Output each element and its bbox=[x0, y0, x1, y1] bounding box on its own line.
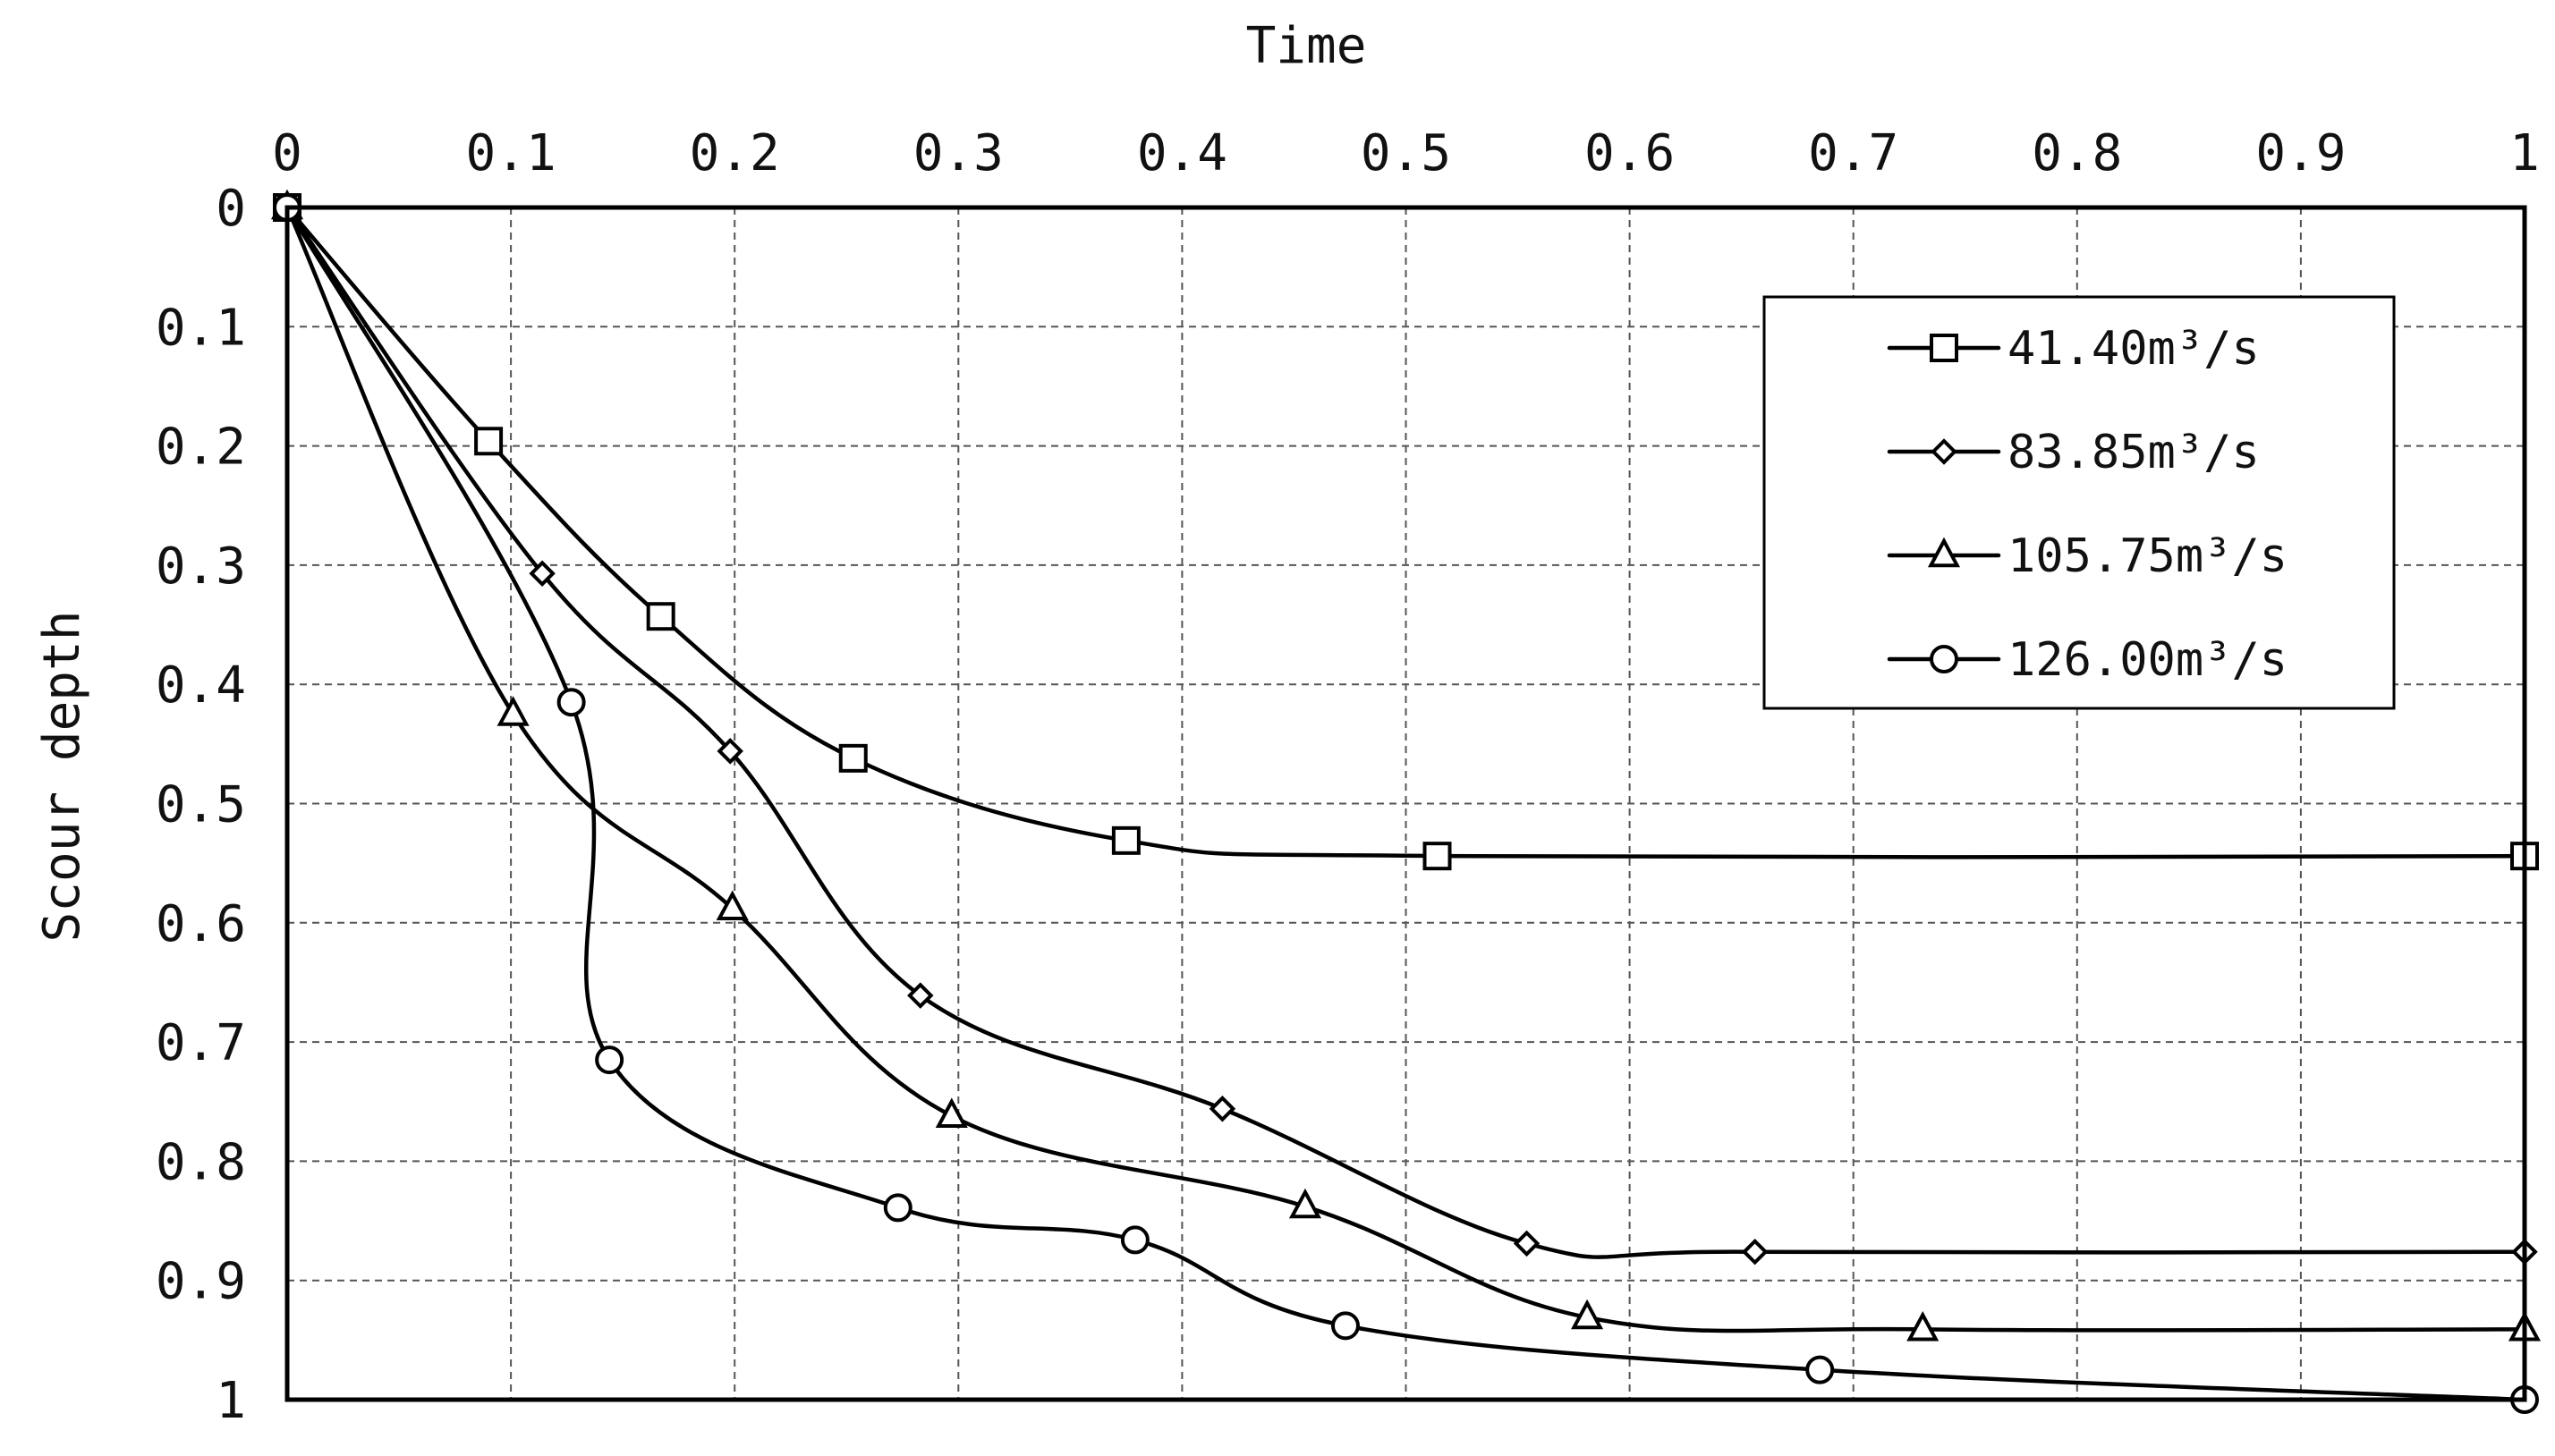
legend-marker-triangle bbox=[1927, 537, 1961, 568]
y-tick-label: 0.8 bbox=[156, 1133, 246, 1191]
y-tick-label: 0.7 bbox=[156, 1014, 246, 1072]
legend-label: 41.40m³/s bbox=[2008, 322, 2260, 376]
data-point-diamond bbox=[717, 738, 743, 765]
data-point-triangle bbox=[1288, 1188, 1322, 1219]
legend-item: 126.00m³/s bbox=[1887, 633, 2288, 687]
data-point-square bbox=[474, 427, 504, 456]
legend: 41.40m³/s 83.85m³/s 105.75m³/s 126.00m³/s bbox=[1762, 295, 2396, 710]
y-tick-labels: 0 0.1 0.2 0.3 0.4 0.5 0.6 0.7 0.8 0.9 1 bbox=[156, 180, 246, 1430]
data-point-diamond bbox=[529, 560, 556, 587]
data-point-circle bbox=[1805, 1355, 1835, 1384]
data-point-triangle bbox=[935, 1097, 968, 1128]
y-axis-title: Scour depth bbox=[33, 611, 91, 943]
data-point-circle bbox=[1330, 1311, 1360, 1341]
x-tick-label: 0.7 bbox=[1808, 124, 1898, 182]
x-tick-label: 0.3 bbox=[913, 124, 1004, 182]
legend-marker-circle bbox=[1930, 645, 1958, 673]
data-point-triangle bbox=[1571, 1299, 1604, 1330]
data-point-circle bbox=[883, 1193, 912, 1223]
legend-marker-diamond bbox=[1931, 438, 1957, 465]
legend-item: 41.40m³/s bbox=[1887, 322, 2260, 376]
data-point-circle bbox=[595, 1045, 624, 1075]
data-point-diamond bbox=[1513, 1230, 1541, 1257]
legend-item: 105.75m³/s bbox=[1887, 529, 2288, 583]
data-point-circle bbox=[556, 688, 586, 717]
data-point-circle bbox=[1120, 1225, 1150, 1255]
data-point-diamond bbox=[907, 982, 934, 1009]
y-tick-label: 0.5 bbox=[156, 776, 246, 834]
data-point-triangle bbox=[497, 696, 530, 726]
legend-label: 105.75m³/s bbox=[2008, 529, 2288, 583]
x-tick-label: 0.8 bbox=[2032, 124, 2122, 182]
x-tick-label: 0.6 bbox=[1584, 124, 1675, 182]
x-tick-label: 0 bbox=[272, 124, 302, 182]
y-tick-label: 1 bbox=[216, 1372, 246, 1430]
x-tick-labels: 0 0.1 0.2 0.3 0.4 0.5 0.6 0.7 0.8 0.9 1 bbox=[272, 124, 2540, 182]
y-tick-label: 0 bbox=[216, 180, 246, 238]
y-tick-label: 0.6 bbox=[156, 895, 246, 953]
y-tick-label: 0.9 bbox=[156, 1253, 246, 1311]
series-line-2 bbox=[284, 205, 2527, 1259]
data-point-diamond bbox=[1209, 1096, 1236, 1122]
legend-item: 83.85m³/s bbox=[1887, 426, 2260, 479]
data-point-square bbox=[1111, 825, 1141, 855]
legend-label: 126.00m³/s bbox=[2008, 633, 2288, 687]
grid bbox=[287, 207, 2525, 1400]
legend-box bbox=[1762, 295, 2396, 710]
data-point-square bbox=[838, 743, 868, 773]
y-tick-label: 0.3 bbox=[156, 538, 246, 596]
x-tick-label: 0.4 bbox=[1137, 124, 1227, 182]
series-line-1 bbox=[284, 205, 2527, 859]
x-tick-label: 0.5 bbox=[1361, 124, 1451, 182]
x-tick-label: 0.9 bbox=[2255, 124, 2346, 182]
legend-marker-square bbox=[1930, 334, 1958, 362]
legend-label: 83.85m³/s bbox=[2008, 426, 2260, 479]
plot-frame bbox=[284, 205, 2527, 1402]
data-point-triangle bbox=[1906, 1311, 1940, 1342]
data-point-square bbox=[646, 602, 675, 631]
data-point-diamond bbox=[1741, 1238, 1769, 1266]
y-tick-label: 0.2 bbox=[156, 419, 246, 477]
x-tick-label: 0.1 bbox=[466, 124, 556, 182]
data-point-triangle bbox=[716, 890, 749, 921]
data-point-square bbox=[1422, 842, 1452, 871]
series-3 bbox=[270, 189, 2542, 1342]
x-tick-label: 0.2 bbox=[690, 124, 780, 182]
x-tick-label: 1 bbox=[2509, 124, 2540, 182]
y-tick-label: 0.4 bbox=[156, 656, 246, 715]
y-tick-label: 0.1 bbox=[156, 299, 246, 357]
x-axis-title: Time bbox=[1246, 17, 1367, 75]
